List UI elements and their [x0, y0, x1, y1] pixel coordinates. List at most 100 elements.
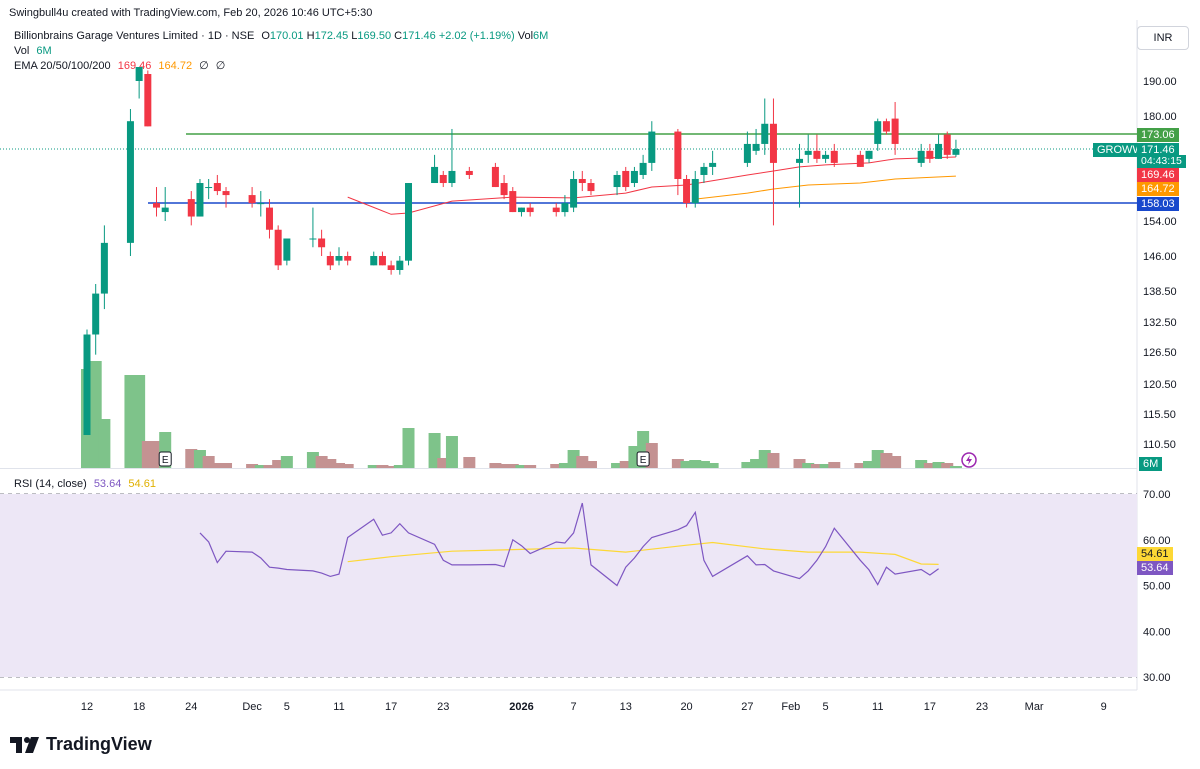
earnings-marker[interactable]: E [158, 451, 172, 467]
candle[interactable] [92, 284, 100, 355]
candle[interactable] [135, 67, 143, 99]
tradingview-logo[interactable]: TradingView [10, 734, 152, 755]
candle[interactable] [283, 238, 291, 266]
candle[interactable] [796, 143, 804, 208]
rsi-legend-label[interactable]: RSI (14, close) [14, 478, 87, 490]
rsi-line[interactable] [199, 502, 939, 587]
ema-legend-label[interactable]: EMA 20/50/100/200 [14, 60, 111, 72]
candle[interactable] [491, 162, 499, 188]
candle[interactable] [804, 134, 812, 163]
candle[interactable] [396, 256, 404, 275]
candle[interactable] [691, 170, 699, 208]
symbol-name[interactable]: Billionbrains Garage Ventures Limited · … [14, 30, 255, 42]
candle[interactable] [917, 143, 925, 167]
candle[interactable] [335, 247, 343, 266]
ema-legend: EMA 20/50/100/200 169.46 164.72 ∅ ∅ [14, 59, 225, 72]
candle[interactable] [100, 225, 108, 310]
volume-legend-label[interactable]: Vol [14, 45, 30, 57]
candle[interactable] [318, 229, 326, 256]
candle[interactable] [874, 118, 882, 151]
candle[interactable] [448, 128, 456, 188]
candle[interactable] [683, 174, 691, 208]
candle[interactable] [752, 128, 760, 155]
candle[interactable] [274, 225, 282, 270]
earnings-marker[interactable]: E [636, 451, 650, 467]
candle[interactable] [431, 154, 439, 184]
price-axis-label: 154.00 [1143, 216, 1177, 228]
candle[interactable] [570, 170, 578, 213]
candle[interactable] [309, 207, 317, 248]
candle[interactable] [265, 199, 273, 239]
candle[interactable] [700, 162, 708, 184]
candle[interactable] [344, 251, 352, 266]
candle[interactable] [891, 102, 899, 155]
candle[interactable] [205, 178, 213, 200]
candle[interactable] [387, 260, 395, 275]
time-axis-label: 23 [976, 701, 988, 713]
candle[interactable] [761, 98, 769, 155]
candle[interactable] [622, 166, 630, 192]
time-axis-label: 24 [185, 701, 197, 713]
candle[interactable] [222, 187, 230, 208]
candle[interactable] [709, 150, 717, 175]
candle[interactable] [674, 128, 682, 196]
candle[interactable] [769, 98, 777, 226]
candle[interactable] [83, 329, 91, 436]
candle[interactable] [509, 187, 517, 213]
candle[interactable] [144, 70, 152, 127]
candle[interactable] [865, 150, 873, 163]
candle[interactable] [257, 191, 265, 217]
candle[interactable] [613, 170, 621, 196]
candle[interactable] [161, 187, 169, 221]
candle[interactable] [935, 134, 943, 159]
candle[interactable] [517, 207, 525, 217]
candle[interactable] [213, 174, 221, 196]
candle[interactable] [561, 195, 569, 217]
candle[interactable] [587, 178, 595, 196]
ema50-line[interactable] [695, 175, 956, 200]
candle[interactable] [813, 134, 821, 163]
candle[interactable] [248, 187, 256, 208]
candle[interactable] [943, 131, 951, 159]
high-label: H [306, 30, 315, 42]
ema100-value: ∅ [199, 60, 209, 72]
rsi-ma-line[interactable] [347, 541, 939, 565]
volume-bar [828, 462, 841, 469]
candle[interactable] [648, 121, 656, 171]
volume-bar [689, 460, 702, 469]
low-value: 169.50 [357, 30, 392, 42]
currency-button[interactable]: INR [1137, 26, 1189, 50]
candle[interactable] [439, 170, 447, 188]
candle[interactable] [370, 251, 378, 266]
candle[interactable] [882, 118, 890, 135]
candle[interactable] [526, 203, 534, 217]
candle[interactable] [952, 139, 960, 157]
candle[interactable] [187, 191, 195, 226]
candle[interactable] [743, 131, 751, 167]
candle[interactable] [500, 174, 508, 200]
time-axis-label: 11 [333, 701, 344, 713]
candle[interactable] [926, 143, 934, 163]
candle[interactable] [856, 150, 864, 167]
pane-separator[interactable] [0, 468, 1137, 469]
candle[interactable] [326, 251, 334, 270]
candle[interactable] [830, 143, 838, 167]
ema20-line[interactable] [347, 156, 956, 215]
candle[interactable] [578, 170, 586, 192]
candle[interactable] [126, 109, 134, 256]
candle[interactable] [153, 187, 161, 217]
candle[interactable] [405, 183, 413, 266]
candle[interactable] [552, 203, 560, 217]
volume-bar [584, 461, 597, 469]
time-axis-label: 13 [620, 701, 632, 713]
price-axis-label: 120.50 [1143, 379, 1177, 391]
volume-bar [767, 453, 780, 469]
candle[interactable] [465, 166, 473, 179]
candle[interactable] [196, 178, 204, 217]
candle[interactable] [639, 154, 647, 179]
candle[interactable] [630, 166, 638, 188]
candle[interactable] [822, 150, 830, 163]
lightning-icon[interactable] [961, 452, 977, 468]
candle[interactable] [378, 251, 386, 266]
